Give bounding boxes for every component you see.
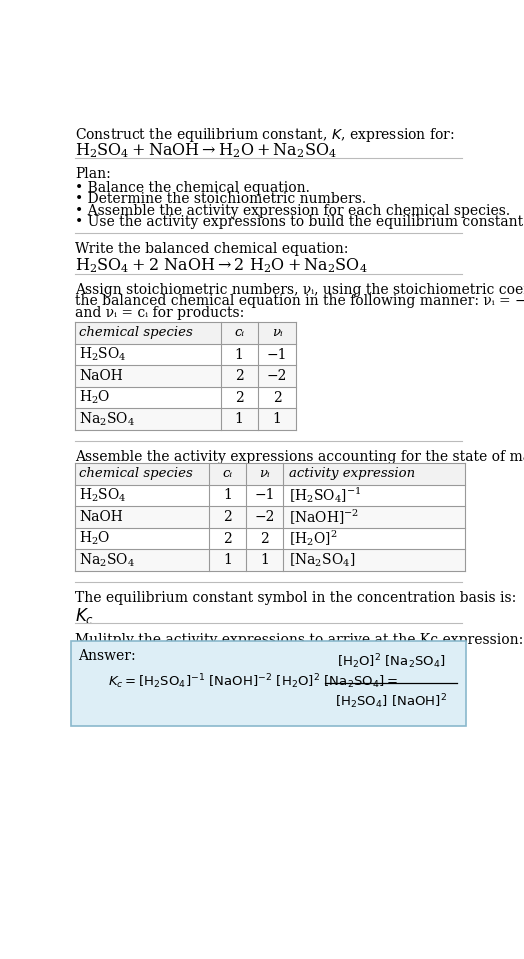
Text: Assign stoichiometric numbers, νᵢ, using the stoichiometric coefficients, cᵢ, fr: Assign stoichiometric numbers, νᵢ, using… — [75, 283, 524, 297]
Text: 1: 1 — [223, 553, 232, 567]
Text: −1: −1 — [267, 347, 287, 362]
Text: $K_c = [\mathrm{H_2SO_4}]^{-1}\ [\mathrm{NaOH}]^{-2}\ [\mathrm{H_2O}]^{2}\ [\mat: $K_c = [\mathrm{H_2SO_4}]^{-1}\ [\mathrm… — [108, 672, 398, 691]
Text: $\mathregular{H_2O}$: $\mathregular{H_2O}$ — [80, 530, 111, 548]
Text: chemical species: chemical species — [80, 326, 193, 339]
Text: • Use the activity expressions to build the equilibrium constant expression.: • Use the activity expressions to build … — [75, 215, 524, 229]
Text: • Determine the stoichiometric numbers.: • Determine the stoichiometric numbers. — [75, 192, 366, 206]
Text: Construct the equilibrium constant, $K$, expression for:: Construct the equilibrium constant, $K$,… — [75, 126, 454, 144]
FancyBboxPatch shape — [75, 343, 297, 365]
Text: $\mathregular{[H_2SO_4]^{-1}}$: $\mathregular{[H_2SO_4]^{-1}}$ — [289, 485, 361, 505]
FancyBboxPatch shape — [71, 641, 466, 727]
Text: $\mathregular{H_2SO_4 + 2\ NaOH \rightarrow 2\ H_2O + Na_2SO_4}$: $\mathregular{H_2SO_4 + 2\ NaOH \rightar… — [75, 257, 367, 275]
FancyBboxPatch shape — [75, 365, 297, 386]
FancyBboxPatch shape — [75, 386, 297, 409]
Text: 1: 1 — [235, 347, 244, 362]
Text: Answer:: Answer: — [78, 649, 136, 664]
Text: 2: 2 — [223, 531, 232, 546]
Text: Plan:: Plan: — [75, 168, 111, 181]
Text: cᵢ: cᵢ — [234, 326, 244, 339]
Text: NaOH: NaOH — [80, 510, 123, 524]
FancyBboxPatch shape — [75, 409, 297, 430]
Text: $\mathregular{Na_2SO_4}$: $\mathregular{Na_2SO_4}$ — [80, 410, 135, 428]
Text: 2: 2 — [235, 369, 244, 383]
Text: νᵢ: νᵢ — [259, 467, 270, 480]
Text: and νᵢ = cᵢ for products:: and νᵢ = cᵢ for products: — [75, 306, 244, 320]
Text: −1: −1 — [254, 488, 275, 503]
Text: The equilibrium constant symbol in the concentration basis is:: The equilibrium constant symbol in the c… — [75, 591, 516, 605]
Text: activity expression: activity expression — [289, 467, 415, 480]
FancyBboxPatch shape — [75, 506, 465, 527]
Text: cᵢ: cᵢ — [223, 467, 233, 480]
Text: $[\mathrm{H_2O}]^2\ [\mathrm{Na_2SO_4}]$: $[\mathrm{H_2O}]^2\ [\mathrm{Na_2SO_4}]$ — [336, 652, 445, 671]
Text: 2: 2 — [272, 390, 281, 405]
Text: Write the balanced chemical equation:: Write the balanced chemical equation: — [75, 242, 348, 256]
Text: Assemble the activity expressions accounting for the state of matter and νᵢ:: Assemble the activity expressions accoun… — [75, 450, 524, 464]
Text: $\mathregular{[H_2O]^2}$: $\mathregular{[H_2O]^2}$ — [289, 528, 337, 549]
Text: chemical species: chemical species — [80, 467, 193, 480]
Text: the balanced chemical equation in the following manner: νᵢ = −cᵢ for reactants: the balanced chemical equation in the fo… — [75, 294, 524, 309]
Text: $\mathregular{Na_2SO_4}$: $\mathregular{Na_2SO_4}$ — [80, 551, 135, 569]
Text: −2: −2 — [254, 510, 275, 524]
FancyBboxPatch shape — [75, 322, 297, 343]
Text: • Balance the chemical equation.: • Balance the chemical equation. — [75, 180, 310, 195]
Text: Mulitply the activity expressions to arrive at the Kᴄ expression:: Mulitply the activity expressions to arr… — [75, 633, 523, 646]
Text: 1: 1 — [235, 412, 244, 426]
Text: 2: 2 — [223, 510, 232, 524]
FancyBboxPatch shape — [75, 484, 465, 506]
FancyBboxPatch shape — [75, 527, 465, 550]
Text: 2: 2 — [260, 531, 269, 546]
FancyBboxPatch shape — [75, 463, 465, 484]
Text: $K_c$: $K_c$ — [75, 606, 94, 626]
Text: 1: 1 — [260, 553, 269, 567]
Text: 1: 1 — [272, 412, 281, 426]
Text: $\mathregular{H_2SO_4 + NaOH \rightarrow H_2O + Na_2SO_4}$: $\mathregular{H_2SO_4 + NaOH \rightarrow… — [75, 141, 337, 160]
Text: νᵢ: νᵢ — [272, 326, 282, 339]
Text: $\mathregular{[NaOH]^{-2}}$: $\mathregular{[NaOH]^{-2}}$ — [289, 507, 359, 526]
FancyBboxPatch shape — [75, 550, 465, 571]
Text: 1: 1 — [223, 488, 232, 503]
Text: $[\mathrm{H_2SO_4}]\ [\mathrm{NaOH}]^2$: $[\mathrm{H_2SO_4}]\ [\mathrm{NaOH}]^2$ — [335, 692, 447, 712]
Text: −2: −2 — [267, 369, 287, 383]
Text: $\mathregular{H_2SO_4}$: $\mathregular{H_2SO_4}$ — [80, 487, 127, 504]
Text: • Assemble the activity expression for each chemical species.: • Assemble the activity expression for e… — [75, 203, 510, 218]
Text: $\mathregular{H_2O}$: $\mathregular{H_2O}$ — [80, 389, 111, 407]
Text: $\mathregular{[Na_2SO_4]}$: $\mathregular{[Na_2SO_4]}$ — [289, 551, 355, 569]
Text: NaOH: NaOH — [80, 369, 123, 383]
Text: 2: 2 — [235, 390, 244, 405]
Text: $\mathregular{H_2SO_4}$: $\mathregular{H_2SO_4}$ — [80, 346, 127, 363]
